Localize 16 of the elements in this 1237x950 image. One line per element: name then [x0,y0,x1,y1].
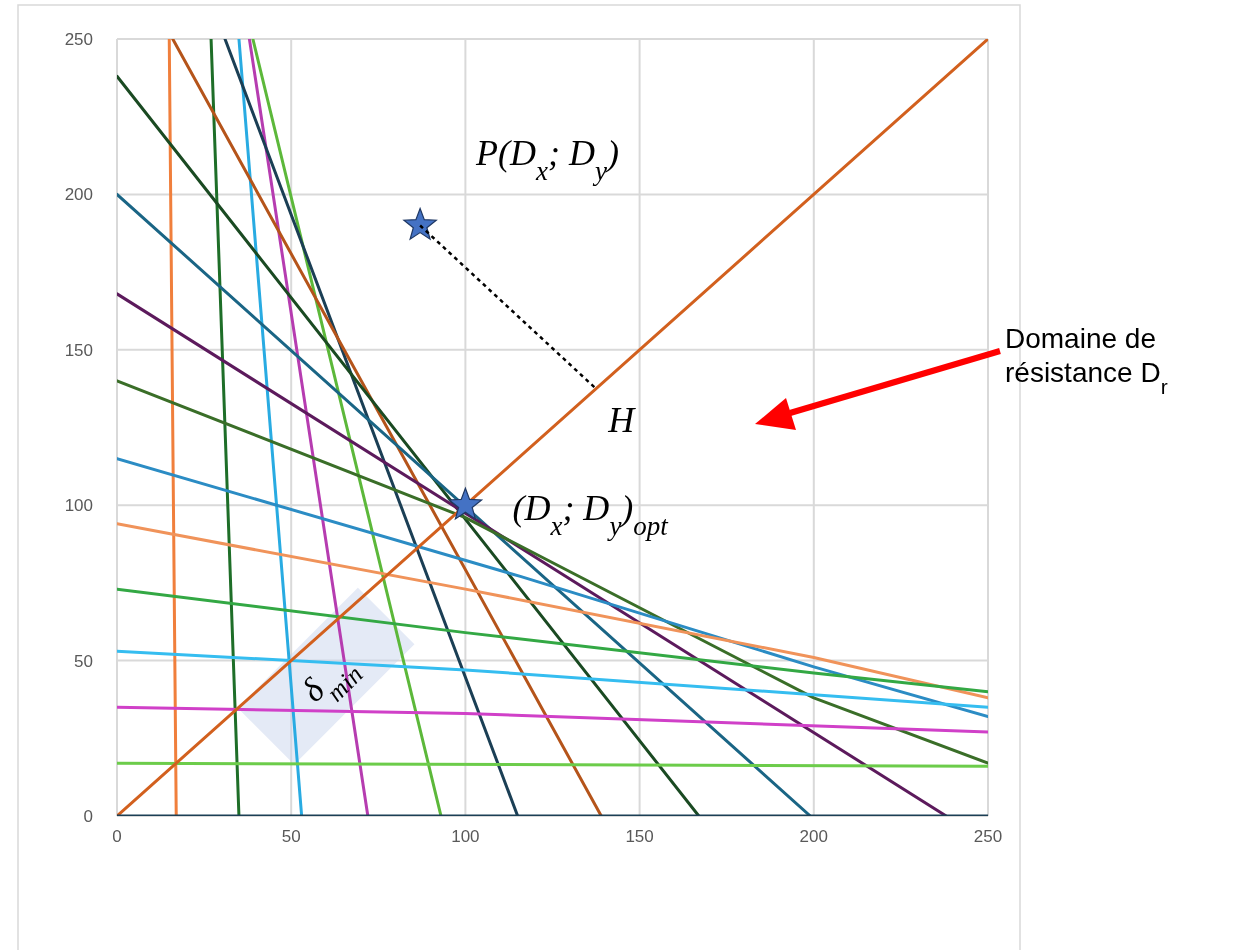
y-tick-label: 50 [74,651,93,671]
text: Domaine de résistance D$_{r}$ [1005,323,1168,398]
y-tick-label: 200 [64,185,93,205]
annotation: P(D$_{x}$; D$_{y}$) [475,133,620,187]
x-tick-label: 200 [799,827,828,846]
annotation: (D$_{x}$; D$_{y}$)$_{opt}$ [512,488,670,542]
x-tick-label: 50 [281,827,301,846]
y-tick-label: 250 [64,29,93,49]
y-tick-label: 150 [64,340,93,360]
x-tick-label: 150 [625,827,654,846]
x-tick-label: 100 [451,827,480,846]
x-tick-label: 0 [112,827,122,846]
annotation: H [607,400,637,441]
x-tick-label: 250 [973,827,1003,846]
y-tick-label: 100 [64,496,93,516]
y-tick-label: 0 [83,806,93,826]
